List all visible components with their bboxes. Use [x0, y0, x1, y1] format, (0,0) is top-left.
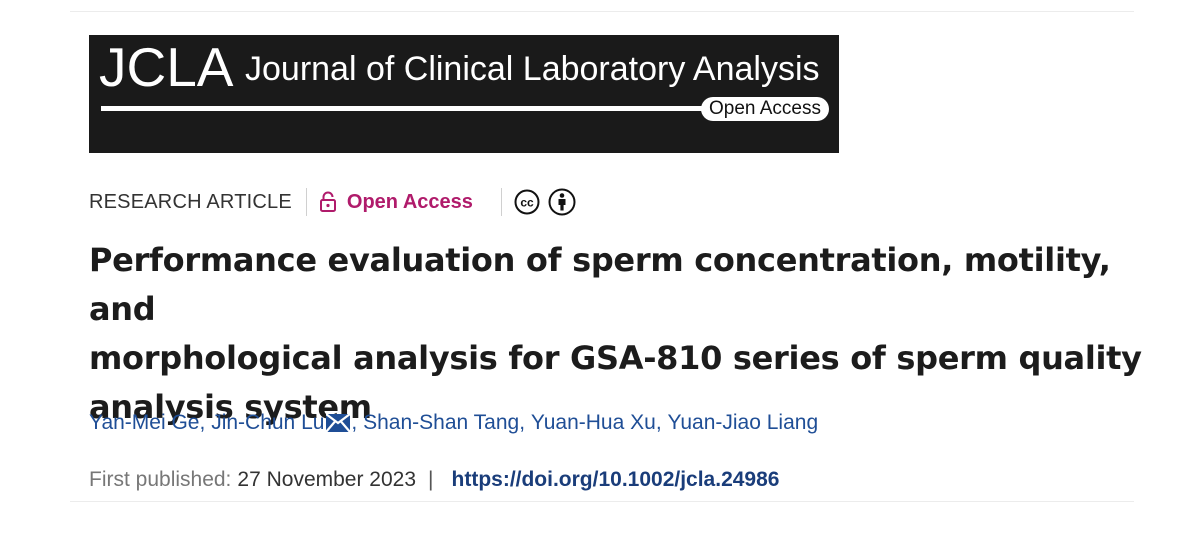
article-title: Performance evaluation of sperm concentr…	[89, 236, 1149, 432]
cc-icon[interactable]: cc	[514, 189, 540, 215]
meta-separator-2	[500, 188, 502, 216]
journal-banner[interactable]: JCLA Journal of Clinical Laboratory Anal…	[89, 35, 839, 153]
corresponding-author-mail-icon[interactable]	[326, 414, 351, 432]
first-published-label: First published:	[89, 468, 232, 491]
author-link[interactable]: Yuan-Hua Xu	[530, 411, 656, 434]
top-divider	[70, 11, 1134, 12]
author-separator: ,	[519, 411, 526, 434]
publication-info: First published: 27 November 2023 | http…	[89, 465, 779, 495]
meta-separator	[305, 188, 307, 216]
open-access-label: Open Access	[346, 190, 473, 213]
author-link[interactable]: Yuan-Jiao Liang	[667, 411, 819, 434]
title-line-3: analysis system	[89, 388, 372, 426]
license-icons[interactable]: cc	[514, 188, 576, 216]
author-separator: ,	[351, 411, 358, 434]
by-attribution-icon[interactable]	[548, 188, 576, 216]
journal-name: Journal of Clinical Laboratory Analysis	[245, 50, 820, 88]
banner-rule	[101, 106, 713, 111]
doi-link[interactable]: https://doi.org/10.1002/jcla.24986	[451, 468, 780, 491]
banner-open-access-badge: Open Access	[701, 97, 829, 121]
open-access-indicator: Open Access	[319, 191, 473, 214]
bottom-divider	[70, 501, 1134, 502]
article-meta-row: RESEARCH ARTICLE Open Access cc	[89, 186, 576, 218]
journal-acronym: JCLA	[99, 36, 234, 98]
publication-date: 27 November 2023	[237, 468, 417, 491]
author-link[interactable]: Jin-Chun Lu	[211, 411, 325, 434]
title-line-2: morphological analysis for GSA-810 serie…	[89, 339, 1142, 377]
article-type: RESEARCH ARTICLE	[89, 190, 292, 213]
publication-separator: |	[428, 468, 434, 491]
author-link[interactable]: Yan-Mei Ge	[89, 411, 200, 434]
title-line-1: Performance evaluation of sperm concentr…	[89, 241, 1111, 328]
author-separator: ,	[655, 411, 662, 434]
unlocked-padlock-icon	[319, 191, 336, 212]
svg-text:cc: cc	[520, 196, 534, 210]
author-link[interactable]: Shan-Shan Tang	[363, 411, 520, 434]
author-separator: ,	[199, 411, 206, 434]
author-list: Yan-Mei Ge, Jin-Chun Lu , Shan-Shan Tang…	[89, 408, 818, 438]
